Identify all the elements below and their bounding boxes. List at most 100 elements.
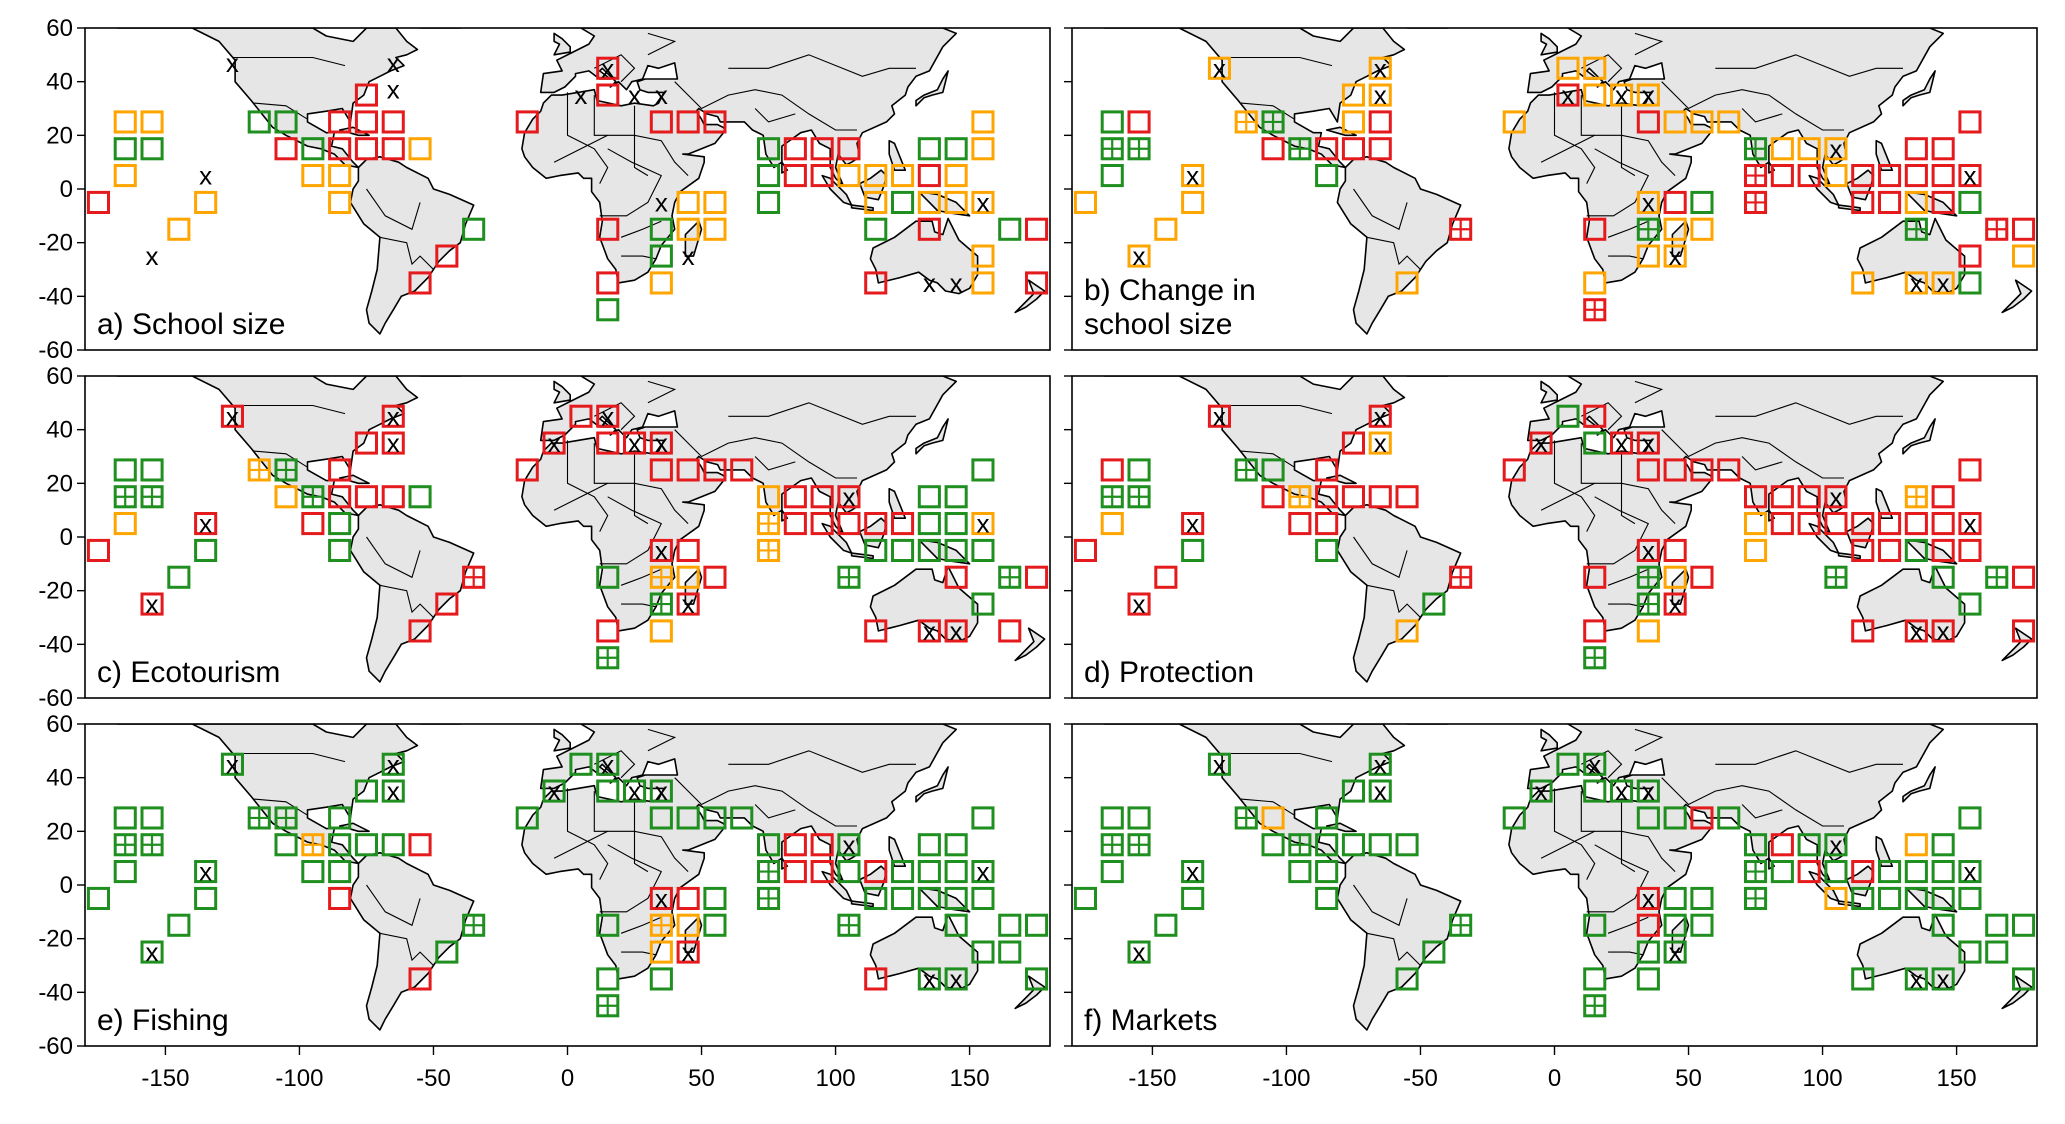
x-marker: x: [1829, 134, 1842, 164]
x-marker: x: [1615, 428, 1628, 458]
border-line: [674, 777, 857, 827]
square-marker: [944, 565, 968, 589]
border-line: [1366, 932, 1421, 966]
cell-marker: [328, 110, 352, 134]
square-marker: [891, 512, 915, 536]
x-marker: x: [199, 161, 212, 191]
x-marker: x: [387, 75, 400, 105]
cell-marker: [1556, 404, 1580, 428]
border-line: [1661, 81, 1844, 131]
cell-marker: [2012, 967, 2036, 991]
cell-marker: [837, 512, 861, 536]
x-marker: x: [1133, 241, 1146, 271]
square-marker: [891, 886, 915, 911]
cell-marker: x: [1583, 749, 1607, 779]
cell-marker: [515, 110, 539, 134]
cell-marker: [1931, 833, 1955, 857]
landmass-newZealand: [2001, 627, 2033, 662]
y-tick-label: -40: [38, 283, 73, 310]
cell-marker: [998, 913, 1022, 937]
cell-marker: [1636, 619, 1660, 643]
square-marker: [1690, 110, 1714, 134]
cell-marker: x: [140, 937, 164, 967]
x-tick-label: 0: [561, 1065, 574, 1092]
square-marker: [1610, 83, 1634, 107]
square-marker: [1636, 886, 1660, 911]
cell-marker: [1025, 913, 1049, 937]
square-marker: [569, 404, 593, 428]
square-marker: [328, 137, 352, 161]
cell-marker: [1931, 860, 1955, 884]
cell-marker: [435, 940, 459, 964]
y-tick-label: 40: [46, 417, 73, 444]
border-line: [1715, 750, 1903, 773]
cell-marker: [140, 110, 164, 134]
cell-marker: [301, 860, 325, 884]
cell-marker: [1449, 913, 1473, 937]
cell-marker: [864, 217, 888, 241]
cell-marker: [917, 833, 941, 857]
border-line: [566, 440, 609, 532]
cell-marker: [1904, 512, 1928, 536]
square-marker: [515, 110, 539, 134]
cell-marker: [1904, 538, 1928, 563]
x-tick-label: -150: [141, 1065, 189, 1092]
square-marker: [1878, 164, 1902, 188]
cell-marker: [1690, 190, 1714, 214]
border-line: [1661, 429, 1844, 479]
x-marker: x: [1374, 749, 1387, 779]
square-marker: [1368, 779, 1392, 803]
cell-marker: x: [917, 964, 941, 994]
border-line: [1353, 536, 1408, 579]
cell-marker: [944, 860, 968, 884]
square-marker: [1288, 512, 1312, 536]
cell-marker: [1904, 190, 1928, 214]
cell-marker: x: [623, 776, 647, 806]
cell-marker: [1100, 458, 1124, 482]
x-tick-label: -50: [416, 1065, 451, 1092]
cell-marker: [1770, 860, 1794, 884]
square-marker: [1315, 886, 1339, 911]
cell-marker: x: [971, 509, 995, 539]
square-marker: [944, 512, 968, 536]
cell-marker: [998, 619, 1022, 643]
square-marker: [703, 110, 727, 134]
square-marker: [1797, 833, 1821, 857]
square-marker: [998, 217, 1022, 241]
cell-marker: [596, 994, 620, 1018]
square-marker: [917, 860, 941, 884]
square-marker: [649, 886, 673, 911]
square-marker: [542, 779, 566, 803]
square-marker: [596, 967, 620, 991]
x-marker: x: [1374, 80, 1387, 110]
square-marker: [1556, 404, 1580, 428]
cell-marker: [1100, 860, 1124, 884]
border-line: [754, 804, 796, 819]
square-marker: [2012, 619, 2036, 643]
cell-marker: [1288, 860, 1312, 884]
cell-marker: [167, 565, 191, 589]
y-tick-label: -60: [38, 337, 73, 364]
cell-marker: [274, 137, 298, 161]
cell-marker: [757, 512, 781, 536]
square-marker: [864, 860, 888, 884]
square-marker: [194, 512, 218, 536]
cell-marker: [1025, 967, 1049, 991]
square-marker: [1851, 967, 1875, 991]
square-marker: [1690, 886, 1714, 911]
cell-marker: [462, 913, 486, 937]
cell-marker: [891, 190, 915, 214]
cell-marker: x: [1207, 401, 1232, 431]
cell-marker: [703, 217, 727, 241]
square-marker: [1878, 886, 1902, 911]
border-line: [366, 884, 421, 927]
border-line: [620, 916, 662, 934]
y-tick-label: -20: [38, 578, 73, 605]
cell-marker: x: [1958, 857, 1982, 887]
square-marker: [1744, 833, 1768, 857]
cell-marker: x: [1368, 53, 1392, 83]
cell-marker: [1583, 404, 1607, 428]
cell-marker: [891, 512, 915, 536]
square-marker: [1663, 458, 1687, 482]
square-marker: [917, 164, 941, 188]
